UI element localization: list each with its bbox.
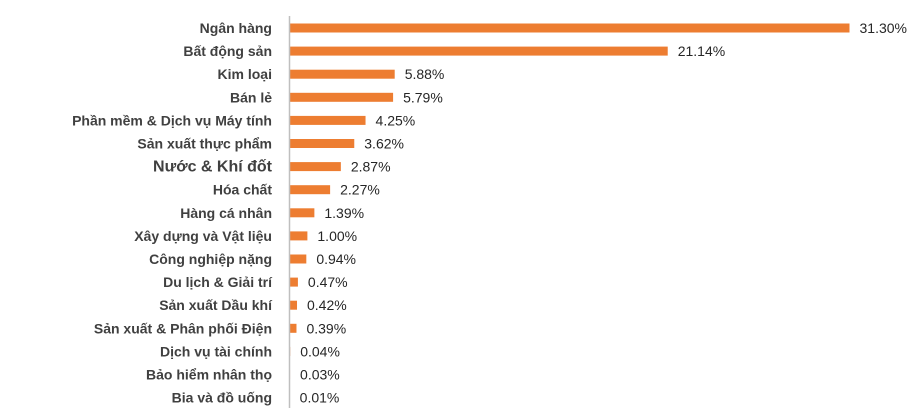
bar xyxy=(289,69,395,79)
value-label: 5.88% xyxy=(405,66,445,82)
value-label: 0.42% xyxy=(307,297,347,313)
category-label: Hàng cá nhân xyxy=(180,205,272,221)
bar xyxy=(289,115,366,125)
value-label: 31.30% xyxy=(860,20,907,36)
category-label: Bán lẻ xyxy=(230,89,272,105)
value-label: 0.94% xyxy=(316,251,356,267)
value-label: 0.47% xyxy=(308,274,348,290)
bar xyxy=(289,46,668,56)
category-labels: Ngân hàng Bất động sản Kim loại Bán lẻ Phần … xyxy=(72,20,273,406)
value-label: 0.01% xyxy=(300,390,340,406)
category-label: Ngân hàng xyxy=(200,20,272,36)
bar xyxy=(289,92,394,102)
bar xyxy=(289,323,297,333)
category-label: Sản xuất Dầu khí xyxy=(159,297,273,313)
category-label: Phần mềm & Dịch vụ Máy tính xyxy=(72,112,272,128)
category-label: Nước & Khí đốt xyxy=(153,159,273,176)
value-label: 1.00% xyxy=(317,228,357,244)
bars xyxy=(289,23,850,403)
bar xyxy=(289,208,315,218)
value-label: 2.27% xyxy=(340,182,380,198)
category-label: Kim loại xyxy=(218,66,272,82)
bar xyxy=(289,185,331,195)
bar xyxy=(289,162,341,172)
bar xyxy=(289,139,355,148)
value-label: 0.03% xyxy=(300,367,340,383)
category-label: Du lịch & Giải trí xyxy=(163,274,273,290)
bar xyxy=(289,277,298,287)
category-label: Sản xuất & Phân phối Điện xyxy=(94,320,272,336)
category-label: Bất động sản xyxy=(183,43,272,59)
category-label: Bảo hiểm nhân thọ xyxy=(146,367,272,383)
value-labels: 31.30% 21.14% 5.88% 5.79% 4.25% 3.62% 2.87% 2.2… xyxy=(300,20,907,406)
category-label: Sản xuất thực phẩm xyxy=(137,136,272,152)
value-label: 0.04% xyxy=(300,343,340,359)
value-label: 5.79% xyxy=(403,89,443,105)
value-label: 21.14% xyxy=(678,43,725,59)
value-label: 4.25% xyxy=(376,112,416,128)
bar xyxy=(289,23,850,33)
category-label: Công nghiệp nặng xyxy=(149,251,272,267)
bar xyxy=(289,254,307,264)
value-label: 1.39% xyxy=(324,205,364,221)
category-label: Dịch vụ tài chính xyxy=(160,343,272,359)
bar xyxy=(289,300,298,310)
value-label: 0.39% xyxy=(306,320,346,336)
category-label: Xây dựng và Vật liệu xyxy=(134,228,272,244)
category-label: Hóa chất xyxy=(213,182,272,198)
bar xyxy=(289,231,308,241)
value-label: 3.62% xyxy=(364,136,404,152)
category-label: Bia và đồ uống xyxy=(172,390,272,406)
value-label: 2.87% xyxy=(351,159,391,175)
